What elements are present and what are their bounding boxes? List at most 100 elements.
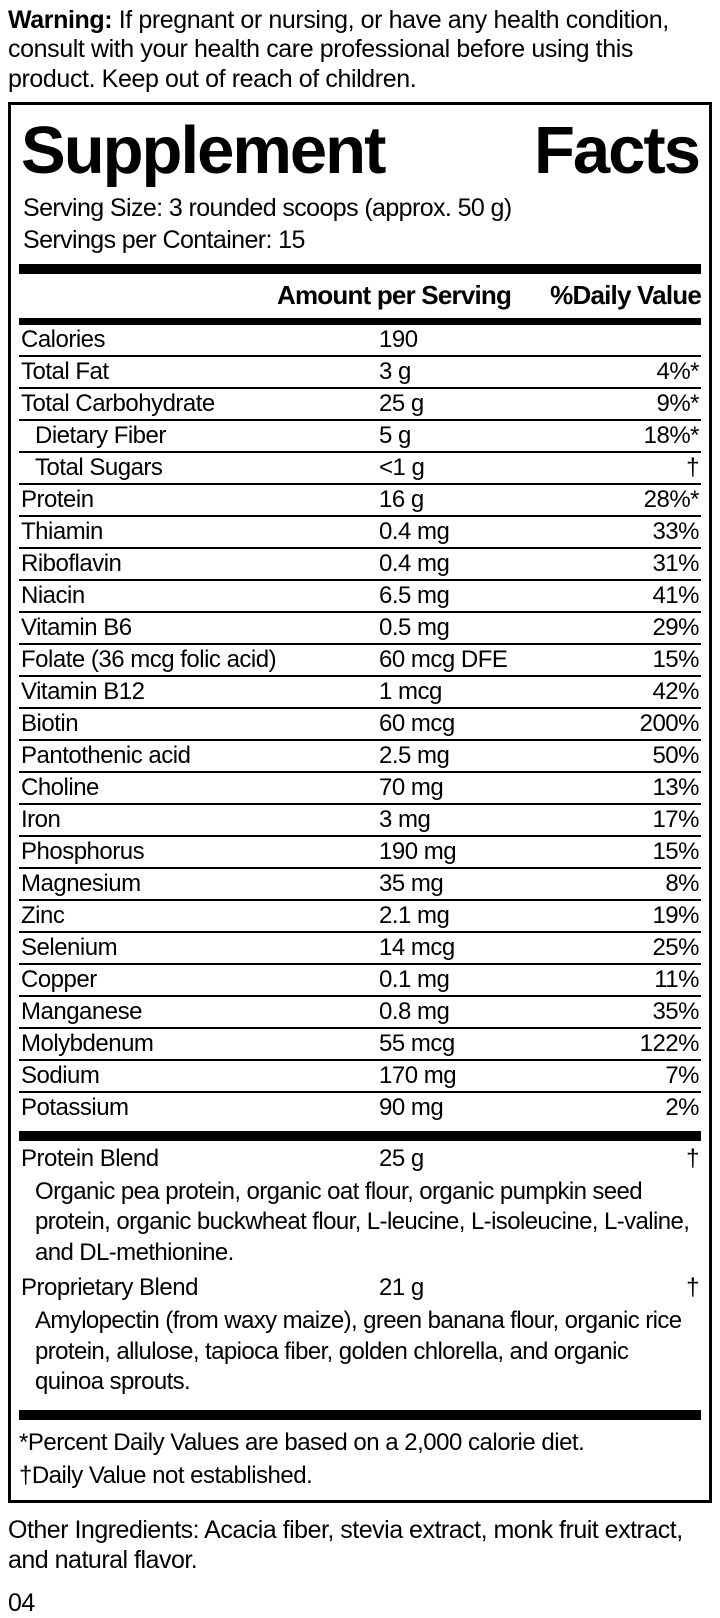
nutrient-daily-value: 50% <box>652 741 699 769</box>
table-row: Molybdenum 55 mcg 122% <box>19 1029 701 1061</box>
nutrient-amount: 0.4 mg <box>379 549 450 577</box>
blend-section: Protein Blend 25 g † Organic pea protein… <box>19 1143 701 1402</box>
table-row: Calories 190 <box>19 325 701 357</box>
header-rule <box>19 317 701 325</box>
nutrient-name: Protein <box>21 485 94 513</box>
nutrient-amount: 0.4 mg <box>379 517 450 545</box>
nutrient-daily-value: 17% <box>652 805 699 833</box>
table-row: Riboflavin 0.4 mg 31% <box>19 549 701 581</box>
column-header-amount: Amount per Serving <box>277 280 512 311</box>
footnote-dagger: †Daily Value not established. <box>19 1461 313 1489</box>
blend-name: Proprietary Blend <box>21 1274 198 1302</box>
nutrient-daily-value: 2% <box>665 1093 699 1121</box>
footnote-daily-values: *Percent Daily Values are based on a 2,0… <box>19 1428 585 1456</box>
nutrient-daily-value: 31% <box>652 549 699 577</box>
section-divider-blends <box>19 1130 701 1141</box>
nutrient-name: Dietary Fiber <box>35 421 166 449</box>
nutrient-amount: 55 mcg <box>379 1029 455 1057</box>
nutrient-daily-value: 11% <box>654 965 699 993</box>
nutrient-daily-value: 35% <box>652 997 699 1025</box>
table-row: Thiamin 0.4 mg 33% <box>19 517 701 549</box>
nutrient-name: Copper <box>21 965 97 993</box>
nutrient-amount: 6.5 mg <box>379 581 450 609</box>
panel-title: Supplement Facts <box>17 105 703 192</box>
nutrient-name: Sodium <box>21 1061 100 1089</box>
blend-amount: 21 g <box>379 1274 424 1302</box>
section-divider-top <box>19 263 701 274</box>
blend-description: Amylopectin (from waxy maize), green ban… <box>35 1307 682 1396</box>
page-number: 04 <box>8 1588 35 1617</box>
nutrient-name: Pantothenic acid <box>21 741 191 769</box>
nutrient-amount: <1 g <box>379 453 425 481</box>
nutrient-amount: 3 g <box>379 357 411 385</box>
nutrient-daily-value: 25% <box>652 933 699 961</box>
nutrient-daily-value: 29% <box>652 613 699 641</box>
nutrient-amount: 170 mg <box>379 1061 457 1089</box>
nutrient-amount: 70 mg <box>379 773 444 801</box>
nutrient-daily-value: 9%* <box>656 389 699 417</box>
nutrient-amount: 25 g <box>379 389 424 417</box>
nutrient-name: Zinc <box>21 901 65 929</box>
nutrient-daily-value: 7% <box>665 1061 699 1089</box>
table-row: Potassium 90 mg 2% <box>19 1093 701 1123</box>
nutrient-name: Magnesium <box>21 869 141 897</box>
table-row: Manganese 0.8 mg 35% <box>19 997 701 1029</box>
nutrient-amount: 16 g <box>379 485 424 513</box>
blend-daily-value: † <box>686 1274 699 1302</box>
nutrient-daily-value: 13% <box>652 773 699 801</box>
panel-title-left: Supplement <box>21 112 386 188</box>
supplement-facts-panel: Supplement Facts Serving Size: 3 rounded… <box>8 101 712 1503</box>
nutrient-daily-value: 33% <box>652 517 699 545</box>
other-ingredients: Other Ingredients: Acacia fiber, stevia … <box>8 1515 683 1574</box>
nutrient-daily-value: 15% <box>652 645 699 673</box>
nutrient-name: Total Fat <box>21 357 109 385</box>
nutrient-name: Potassium <box>21 1093 129 1121</box>
nutrient-daily-value: 122% <box>639 1029 700 1057</box>
warning-text: Warning: If pregnant or nursing, or have… <box>0 0 720 94</box>
nutrient-daily-value: 18%* <box>643 421 700 449</box>
nutrient-name: Thiamin <box>21 517 103 545</box>
footnotes: *Percent Daily Values are based on a 2,0… <box>17 1420 703 1500</box>
blend-amount: 25 g <box>379 1144 424 1172</box>
blend-row: Proprietary Blend 21 g † <box>19 1272 701 1304</box>
nutrient-amount: 190 <box>379 325 418 353</box>
nutrient-amount: 5 g <box>379 421 411 449</box>
nutrient-name: Vitamin B6 <box>21 613 132 641</box>
table-row: Zinc 2.1 mg 19% <box>19 901 701 933</box>
table-row: Total Carbohydrate 25 g 9%* <box>19 389 701 421</box>
table-row: Vitamin B12 1 mcg 42% <box>19 677 701 709</box>
nutrient-amount: 0.5 mg <box>379 613 450 641</box>
nutrient-daily-value: 19% <box>652 901 699 929</box>
nutrient-daily-value: 28%* <box>643 485 700 513</box>
nutrient-amount: 14 mcg <box>379 933 455 961</box>
nutrient-amount: 2.1 mg <box>379 901 450 929</box>
nutrient-name: Iron <box>21 805 61 833</box>
table-row: Vitamin B6 0.5 mg 29% <box>19 613 701 645</box>
section-divider-footnotes <box>19 1409 701 1420</box>
table-row: Dietary Fiber 5 g 18%* <box>19 421 701 453</box>
table-row: Folate (36 mcg folic acid) 60 mcg DFE 15… <box>19 645 701 677</box>
servings-per-container: Servings per Container: 15 <box>23 225 305 254</box>
nutrient-name: Choline <box>21 773 99 801</box>
table-row: Copper 0.1 mg 11% <box>19 965 701 997</box>
table-row: Pantothenic acid 2.5 mg 50% <box>19 741 701 773</box>
column-header-daily-value: %Daily Value <box>550 280 702 311</box>
table-row: Protein 16 g 28%* <box>19 485 701 517</box>
blend-name: Protein Blend <box>21 1144 159 1172</box>
table-row: Biotin 60 mcg 200% <box>19 709 701 741</box>
nutrient-daily-value: † <box>686 453 699 481</box>
nutrient-daily-value: 42% <box>652 677 699 705</box>
blend-item: Proprietary Blend 21 g † Amylopectin (fr… <box>19 1272 701 1401</box>
nutrient-amount: 3 mg <box>379 805 431 833</box>
serving-size: Serving Size: 3 rounded scoops (approx. … <box>23 193 512 222</box>
table-row: Phosphorus 190 mg 15% <box>19 837 701 869</box>
nutrient-amount: 190 mg <box>379 837 457 865</box>
blend-daily-value: † <box>686 1144 699 1172</box>
nutrient-name: Phosphorus <box>21 837 145 865</box>
nutrient-amount: 2.5 mg <box>379 741 450 769</box>
nutrient-name: Total Carbohydrate <box>21 389 215 417</box>
table-row: Sodium 170 mg 7% <box>19 1061 701 1093</box>
blend-item: Protein Blend 25 g † Organic pea protein… <box>19 1143 701 1272</box>
nutrient-amount: 35 mg <box>379 869 444 897</box>
nutrient-daily-value: 8% <box>665 869 699 897</box>
